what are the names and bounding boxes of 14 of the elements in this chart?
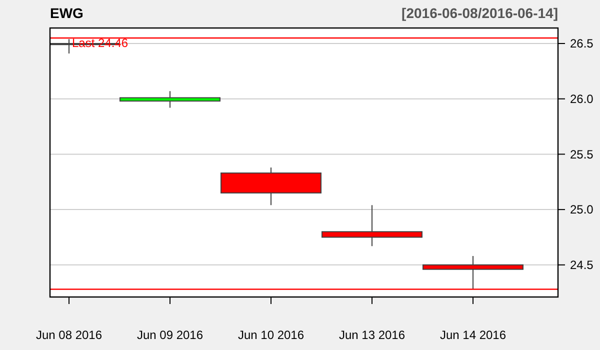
y-tick-label: 25.5 <box>570 147 594 162</box>
y-tick-label: 26.5 <box>570 36 594 51</box>
x-tick-label: Jun 08 2016 <box>36 328 102 342</box>
candlestick <box>120 90 220 108</box>
chart-title: EWG <box>50 5 84 21</box>
chart-subtitle: [2016-06-08/2016-06-14] <box>402 5 558 21</box>
x-tick-label: Jun 10 2016 <box>238 328 304 342</box>
x-tick-label: Jun 14 2016 <box>440 328 506 342</box>
y-tick-label: 25.0 <box>570 202 594 217</box>
x-tick-label: Jun 13 2016 <box>338 328 406 342</box>
candlestick <box>322 204 422 247</box>
y-tick-label: 24.5 <box>570 258 594 272</box>
y-tick-label: 26.0 <box>570 92 594 106</box>
x-tick-label: Jun 09 2016 <box>136 328 204 342</box>
